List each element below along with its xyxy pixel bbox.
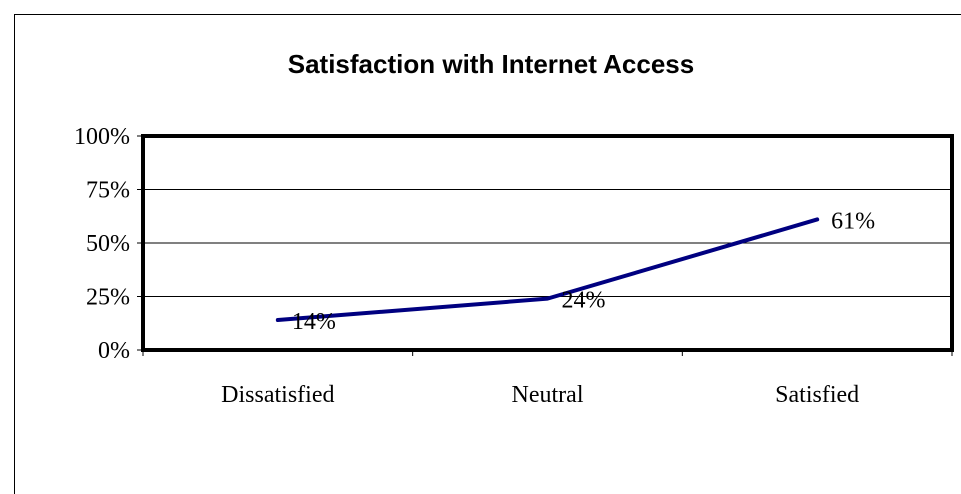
x-tick-label: Satisfied (775, 382, 859, 408)
data-point (546, 297, 549, 301)
data-label: 14% (292, 309, 336, 335)
x-tick-label: Neutral (512, 382, 584, 408)
chart-area-border (14, 14, 961, 494)
data-labels: 14% 24% 61% (292, 208, 875, 335)
gridlines (143, 189, 952, 297)
data-point (276, 318, 280, 322)
series-line (275, 217, 820, 323)
data-label: 24% (562, 288, 606, 314)
y-tick-label: 50% (86, 231, 130, 257)
data-point (815, 217, 819, 221)
series-line-group (275, 217, 820, 323)
chart-title: Satisfaction with Internet Access (288, 49, 694, 79)
y-tick-label: 0% (98, 338, 130, 364)
y-tick-label: 75% (86, 178, 130, 204)
data-label: 61% (831, 208, 875, 234)
axis-ticks (137, 135, 953, 356)
x-axis-tick-labels: Dissatisfied Neutral Satisfied (221, 382, 859, 408)
x-tick-label: Dissatisfied (221, 382, 334, 408)
y-axis-tick-labels: 0% 25% 50% 75% 100% (74, 124, 130, 364)
y-tick-label: 25% (86, 285, 130, 311)
y-tick-label: 100% (74, 124, 130, 150)
